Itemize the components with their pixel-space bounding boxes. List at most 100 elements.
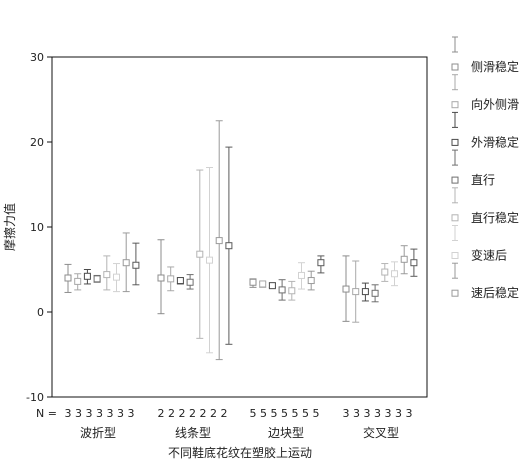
n-value: 2 [179, 407, 186, 420]
error-bar-point [74, 273, 82, 291]
category-label: 线条型 [175, 426, 211, 440]
mean-marker [249, 278, 257, 286]
legend-marker [451, 101, 459, 109]
legend-marker [451, 214, 459, 222]
mean-marker [278, 286, 286, 294]
error-bar-point [381, 263, 389, 282]
n-value: 3 [117, 407, 124, 420]
n-value: 3 [364, 407, 371, 420]
mean-marker [167, 275, 175, 283]
mean-marker [132, 261, 140, 269]
y-axis: -10 0 10 20 30 [26, 51, 52, 404]
error-bar-point [196, 169, 204, 339]
legend-item: 速后稳定 [451, 262, 519, 300]
mean-marker [206, 256, 213, 264]
n-value: 2 [200, 407, 207, 420]
mean-marker [176, 277, 184, 285]
error-bar-point [64, 263, 72, 293]
y-tick-label: 30 [30, 51, 44, 64]
legend-item: 变速后 [451, 225, 507, 263]
error-bar-point [113, 263, 120, 293]
mean-marker [307, 277, 315, 285]
n-value: 2 [210, 407, 217, 420]
mean-marker [317, 259, 325, 267]
legend-item: 直行 [451, 149, 495, 187]
n-value: 3 [343, 407, 350, 420]
legend-label: 变速后 [471, 248, 507, 263]
legend-item: 侧滑稳定 [451, 36, 519, 74]
n-value: 5 [281, 407, 288, 420]
error-bar-point [186, 274, 194, 290]
error-bar-point [400, 245, 408, 275]
n-value: 2 [168, 407, 175, 420]
mean-marker [400, 255, 408, 263]
error-bar-point [157, 239, 165, 315]
series-1 [64, 239, 350, 322]
error-bar-point [206, 167, 213, 354]
mean-marker [288, 287, 296, 295]
error-bar-point [278, 279, 286, 301]
error-bar-point [268, 282, 276, 290]
error-bar-point [93, 274, 101, 283]
series-5 [103, 169, 389, 339]
n-value: 3 [86, 407, 93, 420]
mean-marker [225, 242, 233, 250]
mean-marker [381, 268, 389, 276]
series-4 [93, 274, 379, 303]
legend-label: 侧滑稳定 [471, 59, 519, 74]
n-value: 3 [385, 407, 392, 420]
n-value: 2 [189, 407, 196, 420]
n-value: 5 [250, 407, 257, 420]
n-value: 3 [107, 407, 114, 420]
error-bar-point [83, 269, 91, 285]
mean-marker [103, 271, 111, 279]
category-label: 波折型 [80, 425, 116, 440]
error-bar-point [167, 266, 175, 292]
y-axis-title: 摩擦力值 [2, 203, 17, 251]
error-bar-point [307, 270, 315, 291]
n-value: 5 [271, 407, 278, 420]
n-value: 3 [75, 407, 82, 420]
mean-marker [371, 289, 379, 297]
mean-marker [342, 285, 350, 293]
error-bar-point [122, 232, 130, 293]
error-bar-point [215, 120, 223, 361]
mean-marker [259, 280, 267, 288]
legend-marker [451, 289, 459, 297]
error-bar-point [259, 280, 267, 288]
series-layer [64, 120, 418, 361]
legend-label: 外滑稳定 [471, 134, 519, 149]
error-bar-point [132, 242, 140, 286]
error-bar-point [298, 262, 305, 290]
mean-marker [93, 275, 101, 283]
error-bar-point [410, 248, 418, 277]
mean-marker [113, 273, 120, 281]
category-labels: 波折型 线条型 边块型 交叉型 [80, 425, 399, 440]
mean-marker [410, 259, 418, 267]
mean-marker [298, 271, 305, 279]
series-8 [132, 146, 418, 345]
n-value: 3 [374, 407, 381, 420]
legend-item: 直行稳定 [451, 187, 519, 225]
series-2 [74, 260, 360, 323]
n-value: 3 [406, 407, 413, 420]
category-label: 交叉型 [363, 425, 399, 440]
n-value: 5 [302, 407, 309, 420]
n-prefix-label: N = [36, 407, 57, 420]
mean-marker [352, 288, 360, 296]
n-value: 3 [128, 407, 135, 420]
series-6 [113, 167, 398, 354]
legend-label: 直行稳定 [471, 210, 519, 225]
mean-marker [157, 274, 165, 282]
legend-marker [451, 176, 459, 184]
error-bar-point [225, 146, 233, 345]
error-bar-point [288, 280, 296, 301]
mean-marker [186, 278, 194, 286]
error-bar-point [391, 261, 398, 287]
series-7 [122, 120, 408, 361]
n-value: 2 [221, 407, 228, 420]
error-bar-point [352, 260, 360, 323]
error-bar-point [176, 277, 184, 285]
mean-marker [268, 282, 276, 290]
